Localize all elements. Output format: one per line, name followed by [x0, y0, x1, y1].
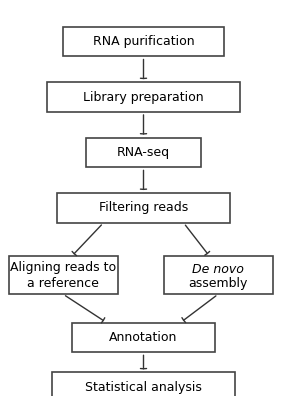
Text: Filtering reads: Filtering reads: [99, 202, 188, 214]
Text: RNA purification: RNA purification: [93, 35, 194, 48]
FancyBboxPatch shape: [9, 257, 118, 294]
Text: Aligning reads to
a reference: Aligning reads to a reference: [10, 261, 116, 290]
Text: De novo: De novo: [192, 263, 244, 276]
FancyBboxPatch shape: [47, 82, 240, 112]
FancyBboxPatch shape: [63, 27, 224, 56]
Text: Annotation: Annotation: [109, 331, 178, 344]
Text: RNA-seq: RNA-seq: [117, 146, 170, 159]
FancyBboxPatch shape: [52, 372, 235, 396]
FancyBboxPatch shape: [86, 138, 201, 167]
Text: Library preparation: Library preparation: [83, 91, 204, 103]
FancyBboxPatch shape: [57, 193, 230, 223]
FancyBboxPatch shape: [72, 322, 215, 352]
Text: Statistical analysis: Statistical analysis: [85, 381, 202, 394]
FancyBboxPatch shape: [164, 257, 273, 294]
Text: assembly: assembly: [189, 276, 248, 289]
